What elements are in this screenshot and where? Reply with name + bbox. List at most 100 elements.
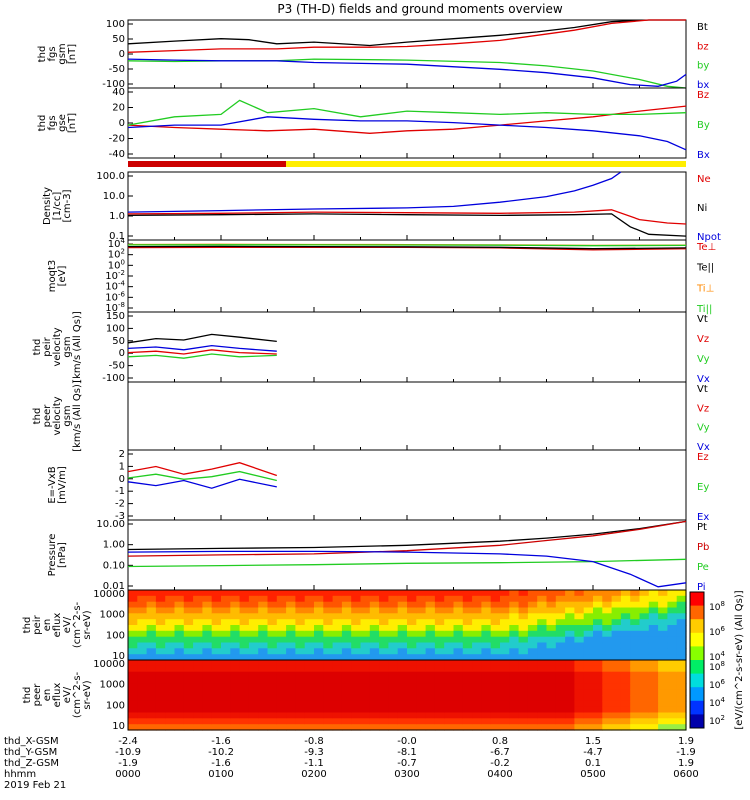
legend-Vx: Vx bbox=[697, 374, 710, 385]
heatmap-cell bbox=[434, 718, 445, 725]
heatmap-cell bbox=[639, 613, 650, 620]
heatmap-cell bbox=[397, 677, 408, 684]
heatmap-cell bbox=[230, 665, 241, 673]
heatmap-cell bbox=[276, 677, 287, 684]
heatmap-cell bbox=[286, 607, 296, 614]
heatmap-cell bbox=[146, 689, 157, 696]
heatmap-cell bbox=[202, 671, 213, 679]
heatmap-cell bbox=[648, 706, 659, 714]
heatmap-cell bbox=[407, 619, 417, 626]
colorbar-tick-top: 108 bbox=[709, 600, 725, 613]
heatmap-cell bbox=[462, 590, 473, 597]
heatmap-cell bbox=[481, 601, 492, 609]
heatmap-cell bbox=[658, 665, 668, 673]
heatmap-cell bbox=[527, 625, 538, 632]
heatmap-cell bbox=[155, 654, 166, 661]
heatmap-cell bbox=[341, 642, 352, 649]
heatmap-cell bbox=[341, 601, 352, 609]
panel-frame bbox=[127, 87, 687, 159]
heatmap-cell bbox=[248, 689, 259, 696]
heatmap-cell bbox=[267, 590, 278, 597]
heatmap-cell bbox=[509, 613, 520, 620]
heatmap-cell bbox=[667, 636, 678, 644]
series-Bz bbox=[127, 105, 687, 134]
y-label-line: E=-VxB bbox=[47, 466, 58, 503]
legend-Ne: Ne bbox=[697, 174, 711, 185]
heatmap-cell bbox=[639, 654, 650, 661]
heatmap-cell bbox=[211, 630, 222, 638]
heatmap-cell bbox=[276, 648, 287, 655]
heatmap-cell bbox=[462, 648, 473, 655]
heatmap-cell bbox=[518, 613, 529, 620]
heatmap-cell bbox=[165, 648, 176, 655]
heatmap-cell bbox=[295, 613, 306, 620]
legend-by: by bbox=[697, 61, 709, 72]
heatmap-cell bbox=[304, 648, 315, 655]
heatmap-cell bbox=[527, 601, 538, 609]
y-tick-label: -100 bbox=[102, 373, 125, 384]
heatmap-cell bbox=[202, 665, 213, 673]
y-label-line: [nT] bbox=[67, 113, 78, 133]
heatmap-cell bbox=[183, 595, 194, 603]
y-label-line: gsm bbox=[62, 405, 73, 426]
heatmap-cell bbox=[490, 636, 501, 644]
heatmap-cell bbox=[165, 613, 176, 620]
panel-p5: thd peir velocity gsm [km/s (All Qs)] 1501005… bbox=[32, 311, 710, 385]
heatmap-cell bbox=[555, 689, 566, 696]
heatmap-cell bbox=[537, 700, 548, 708]
heatmap-cell bbox=[565, 718, 575, 725]
series-Bx bbox=[127, 116, 687, 151]
heatmap-cell bbox=[388, 677, 399, 684]
heatmap-cell bbox=[239, 642, 250, 649]
heatmap-cell bbox=[202, 648, 213, 655]
heatmap-cell bbox=[202, 718, 213, 725]
heatmap-cell bbox=[509, 601, 520, 609]
heatmap-cell bbox=[146, 724, 157, 731]
heatmap-cell bbox=[314, 683, 324, 690]
heatmap-cell bbox=[611, 630, 622, 638]
heatmap-cell bbox=[202, 712, 213, 719]
heatmap-cell bbox=[211, 642, 222, 649]
heatmap-cell bbox=[146, 700, 157, 708]
heatmap-cell bbox=[239, 677, 250, 684]
heatmap-cell bbox=[128, 630, 138, 638]
heatmap-cell bbox=[351, 712, 362, 719]
heatmap-cell bbox=[518, 712, 529, 719]
heatmap-cell bbox=[146, 706, 157, 714]
heatmap-cell bbox=[555, 660, 566, 667]
heatmap-cell bbox=[155, 677, 166, 684]
heatmap-cell bbox=[202, 654, 213, 661]
legend-bx: bx bbox=[697, 80, 709, 91]
heatmap-cell bbox=[369, 671, 380, 679]
heatmap-cell bbox=[369, 590, 380, 597]
heatmap-cell bbox=[369, 660, 380, 667]
heatmap-cell bbox=[239, 630, 250, 638]
heatmap-cell bbox=[481, 625, 492, 632]
heatmap-cell bbox=[462, 724, 473, 731]
heatmap-cell bbox=[388, 712, 399, 719]
heatmap-cell bbox=[202, 601, 213, 609]
heatmap-cell bbox=[639, 724, 650, 731]
heatmap-cell bbox=[611, 712, 622, 719]
heatmap-cell bbox=[546, 718, 557, 725]
heatmap-cell bbox=[369, 654, 380, 661]
legend-Vx: Vx bbox=[697, 442, 710, 453]
legend-By: By bbox=[697, 120, 710, 131]
heatmap-cell bbox=[230, 642, 241, 649]
heatmap-cell bbox=[648, 712, 659, 719]
heatmap-cell bbox=[221, 619, 231, 626]
heatmap-cell bbox=[360, 695, 371, 702]
heatmap-cell bbox=[174, 683, 185, 690]
heatmap-cell bbox=[667, 689, 678, 696]
heatmap-cell bbox=[397, 695, 408, 702]
heatmap-cell bbox=[341, 683, 352, 690]
heatmap-cell bbox=[500, 660, 510, 667]
heatmap-cell bbox=[341, 654, 352, 661]
y-tick-label: 0.01 bbox=[103, 581, 125, 592]
heatmap-cell bbox=[639, 718, 650, 725]
heatmap-cell bbox=[546, 660, 557, 667]
heatmap-cell bbox=[137, 601, 148, 609]
heatmap-cell bbox=[332, 654, 343, 661]
heatmap-cell bbox=[546, 601, 557, 609]
heatmap-cell bbox=[444, 671, 455, 679]
